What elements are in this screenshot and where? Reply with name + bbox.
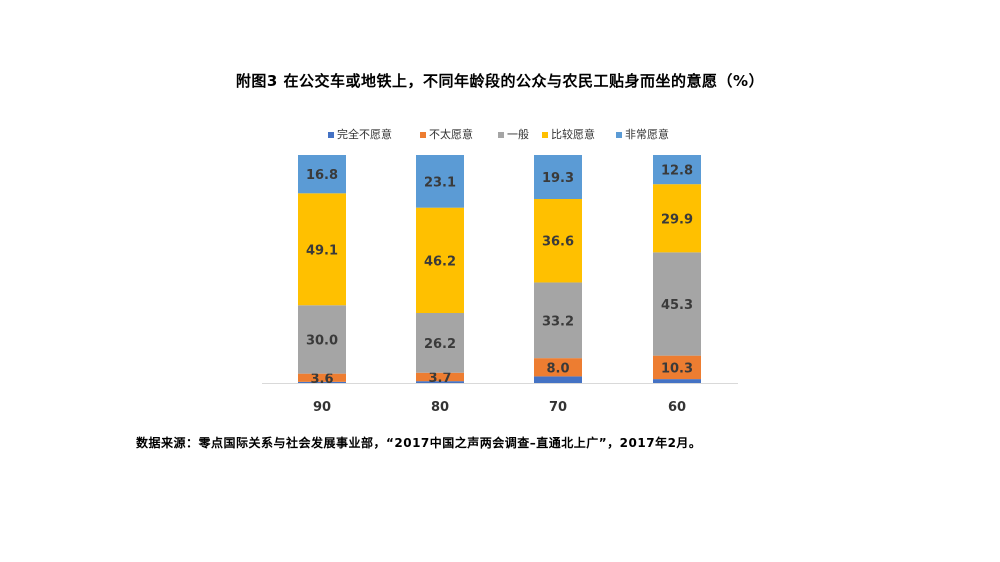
legend-swatch-1 [420, 132, 426, 138]
bar-80-series-3 [416, 207, 464, 314]
data-label-80-series-3: 46.2 [424, 254, 456, 269]
bar-60-series-3 [653, 184, 701, 253]
bar-60-series-0 [653, 379, 701, 383]
bar-70-series-0 [534, 376, 582, 383]
data-label-60-series-3: 29.9 [661, 212, 693, 227]
legend-label-4: 非常愿意 [625, 127, 669, 141]
bar-80-series-4 [416, 155, 464, 208]
data-label-60-series-1: 10.3 [661, 361, 693, 376]
x-tick-label-80: 80 [431, 400, 449, 415]
data-label-70-series-3: 36.6 [542, 235, 574, 250]
bar-60-series-2 [653, 252, 701, 356]
bar-70-series-3 [534, 199, 582, 283]
bar-60-series-1 [653, 355, 701, 380]
bar-80-series-0 [416, 381, 464, 383]
legend-swatch-4 [616, 132, 622, 138]
bar-80-series-1 [416, 372, 464, 382]
bar-70-series-2 [534, 282, 582, 359]
data-label-90-series-1: 3.6 [310, 372, 333, 387]
bar-90-series-3 [298, 193, 346, 306]
bar-80-series-2 [416, 313, 464, 373]
chart-title: 附图3 在公交车或地铁上，不同年龄段的公众与农民工贴身而坐的意愿（%） [235, 72, 765, 90]
legend-label-1: 不太愿意 [429, 127, 473, 141]
legend-label-2: 一般 [507, 128, 529, 141]
legend-swatch-2 [498, 132, 504, 138]
bar-60-series-4 [653, 155, 701, 185]
legend-label-3: 比较愿意 [551, 127, 595, 141]
data-label-90-series-2: 30.0 [306, 333, 338, 348]
bar-90-series-0 [298, 381, 346, 383]
data-label-70-series-4: 19.3 [542, 171, 574, 186]
data-label-80-series-4: 23.1 [424, 175, 456, 190]
data-label-80-series-1: 3.7 [428, 371, 451, 386]
data-label-90-series-3: 49.1 [306, 243, 338, 258]
x-tick-label-60: 60 [668, 400, 686, 415]
data-label-80-series-2: 26.2 [424, 337, 456, 352]
bar-90-series-2 [298, 305, 346, 374]
data-label-60-series-4: 12.8 [661, 164, 693, 179]
legend-swatch-0 [328, 132, 334, 138]
legend-swatch-3 [542, 132, 548, 138]
data-label-60-series-2: 45.3 [661, 298, 693, 313]
source-note: 数据来源：零点国际关系与社会发展事业部，“2017中国之声两会调查–直通北上广”… [136, 436, 702, 450]
bar-70-series-4 [534, 155, 582, 200]
data-label-70-series-2: 33.2 [542, 314, 574, 329]
bar-90-series-1 [298, 373, 346, 382]
bar-90-series-4 [298, 155, 346, 194]
legend-label-0: 完全不愿意 [337, 127, 392, 141]
bar-70-series-1 [534, 358, 582, 377]
data-label-90-series-4: 16.8 [306, 168, 338, 183]
x-tick-label-70: 70 [549, 400, 567, 415]
data-label-70-series-1: 8.0 [546, 361, 569, 376]
x-tick-label-90: 90 [313, 400, 331, 415]
